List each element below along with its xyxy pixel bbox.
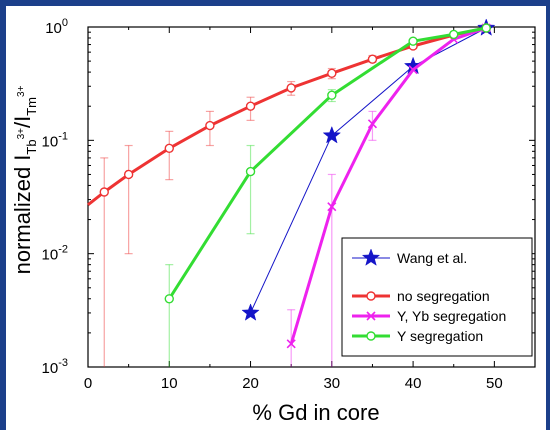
data-point	[205, 120, 215, 131]
y-tick-label-exp: -2	[58, 244, 68, 256]
data-point	[164, 294, 174, 304]
y-axis-label-sup1: 3+	[16, 128, 27, 140]
data-point	[408, 65, 418, 75]
series-line	[250, 27, 487, 314]
data-point	[245, 166, 256, 177]
y-axis-label: normalized ITb3+/ITm3+	[10, 85, 39, 274]
plot-frame	[87, 26, 536, 368]
y-tick-label-base: 10	[42, 247, 59, 264]
data-point	[164, 143, 174, 154]
y-tick-label: 10-1	[42, 130, 68, 150]
series-line	[289, 26, 487, 345]
y-axis-label-main: normalized I	[10, 155, 35, 275]
y-tick-label-exp: -1	[58, 130, 68, 142]
legend-marker-stroke	[366, 311, 376, 321]
series-3	[164, 23, 491, 367]
x-axis-label: % Gd in core	[252, 400, 379, 425]
legend-item: Y, Yb segregation	[352, 308, 506, 324]
x-tick-label: 50	[486, 375, 503, 392]
data-point	[327, 202, 337, 212]
data-point	[367, 119, 378, 129]
legend-item: Y segregation	[352, 328, 483, 344]
data-point	[367, 54, 378, 64]
y-axis-label-sep: /I	[10, 116, 35, 128]
series-line	[168, 26, 487, 300]
data-point	[286, 83, 296, 93]
y-tick-label-base: 10	[45, 20, 62, 37]
data-point-stroke	[327, 202, 337, 212]
data-point	[327, 68, 337, 79]
y-tick-label-exp: -3	[58, 357, 68, 369]
data-point	[481, 23, 491, 33]
legend-label: Y segregation	[397, 328, 483, 344]
data-point	[408, 36, 418, 46]
y-tick-label-base: 10	[42, 133, 59, 150]
data-point	[286, 339, 296, 349]
y-tick-label-base: 10	[42, 360, 59, 377]
data-point	[99, 187, 109, 197]
x-tick-label: 30	[323, 375, 340, 392]
x-tick-label: 40	[405, 375, 422, 392]
data-point-stroke	[367, 119, 378, 129]
series-line	[87, 26, 487, 206]
legend-marker	[366, 291, 376, 301]
x-tick-label: 10	[161, 375, 178, 392]
y-tick-label: 10-3	[42, 357, 68, 377]
y-axis-label-sub1: Tb	[24, 139, 39, 154]
data-point	[449, 29, 459, 40]
data-point	[123, 169, 134, 180]
legend-marker	[366, 331, 376, 341]
legend-label: Wang et al.	[397, 250, 467, 266]
data-point	[327, 90, 337, 100]
y-axis-label-sub2: Tm	[24, 97, 39, 116]
data-point-stroke	[286, 339, 296, 349]
x-tick-label: 20	[242, 375, 259, 392]
y-axis-label-sup2: 3+	[16, 85, 27, 97]
y-tick-label: 10-2	[42, 244, 68, 264]
data-point	[245, 101, 256, 111]
legend-marker	[366, 311, 376, 321]
legend-marker	[361, 248, 381, 266]
legend: Wang et al. no segregation Y, Yb segregati…	[341, 237, 533, 357]
legend-item: Wang et al.	[352, 248, 467, 266]
legend-item: no segregation	[352, 288, 490, 304]
y-tick-label-exp: 0	[62, 17, 68, 29]
legend-label: Y, Yb segregation	[397, 308, 506, 324]
y-tick-label: 100	[45, 17, 68, 37]
data-point	[241, 303, 260, 321]
data-point-stroke	[408, 65, 418, 75]
data-point	[322, 125, 342, 144]
x-tick-label: 0	[84, 375, 92, 392]
legend-label: no segregation	[397, 288, 490, 304]
